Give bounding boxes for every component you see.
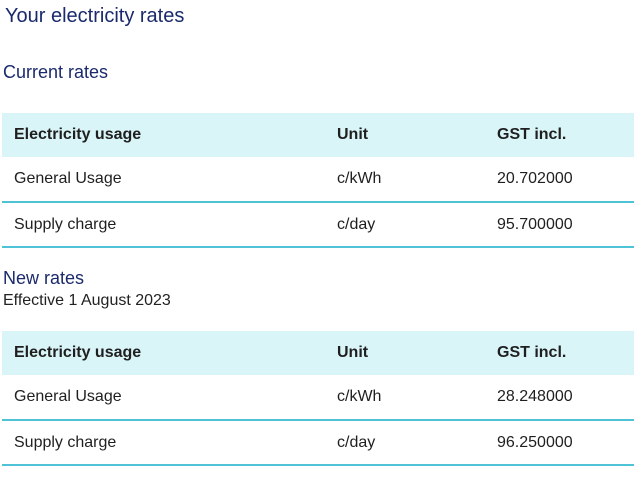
column-header-usage: Electricity usage <box>14 344 142 361</box>
table-row: Supply charge c/day 96.250000 <box>2 420 634 465</box>
current-rates-heading: Current rates <box>3 62 109 82</box>
effective-date: Effective 1 August 2023 <box>3 292 171 309</box>
usage-cell: General Usage <box>14 388 122 405</box>
rate-cell: 96.250000 <box>497 433 573 451</box>
usage-cell: Supply charge <box>14 433 117 451</box>
unit-cell: c/kWh <box>337 170 382 187</box>
rate-cell: 95.700000 <box>497 215 573 233</box>
current-rates-table: Electricity usage Unit GST incl. General… <box>2 113 634 248</box>
column-header-usage: Electricity usage <box>14 126 142 143</box>
table-header-row: Electricity usage Unit GST incl. <box>2 331 634 375</box>
page-title: Your electricity rates <box>5 5 185 27</box>
unit-cell: c/day <box>337 433 376 451</box>
rate-cell: 28.248000 <box>497 388 573 405</box>
usage-cell: Supply charge <box>14 215 117 233</box>
usage-cell: General Usage <box>14 170 122 187</box>
column-header-unit: Unit <box>337 344 369 361</box>
table-row: General Usage c/kWh 20.702000 <box>2 157 634 202</box>
column-header-unit: Unit <box>337 126 369 143</box>
column-header-gst: GST incl. <box>497 126 567 143</box>
column-header-gst: GST incl. <box>497 344 567 361</box>
unit-cell: c/day <box>337 215 376 233</box>
new-rates-table: Electricity usage Unit GST incl. General… <box>2 331 634 466</box>
rate-cell: 20.702000 <box>497 170 573 187</box>
table-row: Supply charge c/day 95.700000 <box>2 202 634 247</box>
new-rates-heading: New rates <box>3 268 85 288</box>
table-row: General Usage c/kWh 28.248000 <box>2 375 634 420</box>
unit-cell: c/kWh <box>337 388 382 405</box>
table-header-row: Electricity usage Unit GST incl. <box>2 113 634 157</box>
